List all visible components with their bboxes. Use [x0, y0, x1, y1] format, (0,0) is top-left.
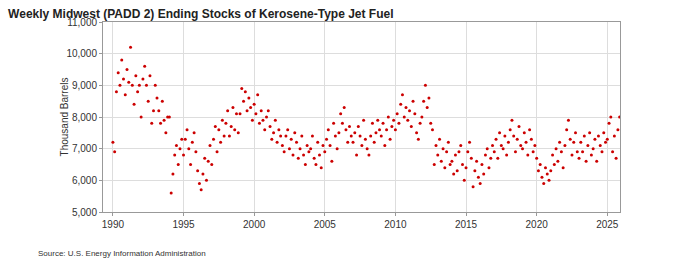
svg-text:2015: 2015	[455, 219, 478, 230]
svg-text:6,000: 6,000	[72, 175, 97, 186]
svg-text:2025: 2025	[596, 219, 619, 230]
svg-text:Weekly Midwest (PADD 2) Ending: Weekly Midwest (PADD 2) Ending Stocks of…	[8, 7, 393, 21]
svg-text:2005: 2005	[314, 219, 337, 230]
svg-text:10,000: 10,000	[66, 48, 97, 59]
svg-text:Source: U.S. Energy Informatio: Source: U.S. Energy Information Administ…	[38, 249, 206, 258]
svg-text:5,000: 5,000	[72, 207, 97, 218]
svg-text:9,000: 9,000	[72, 80, 97, 91]
svg-text:8,000: 8,000	[72, 112, 97, 123]
svg-text:2000: 2000	[243, 219, 266, 230]
svg-text:1990: 1990	[102, 219, 125, 230]
svg-text:Thousand Barrels: Thousand Barrels	[59, 78, 70, 157]
svg-text:2010: 2010	[384, 219, 407, 230]
svg-text:2020: 2020	[526, 219, 549, 230]
svg-text:7,000: 7,000	[72, 143, 97, 154]
svg-text:11,000: 11,000	[67, 17, 97, 28]
svg-text:1995: 1995	[172, 219, 195, 230]
